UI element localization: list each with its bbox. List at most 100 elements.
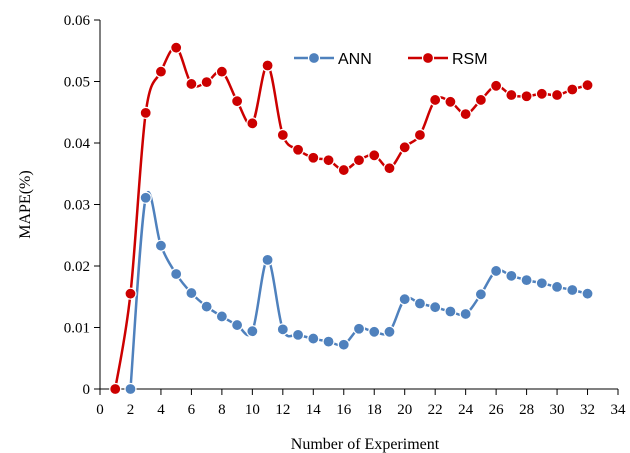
series-rsm-point bbox=[444, 95, 457, 108]
y-tick-label: 0.02 bbox=[64, 259, 90, 275]
x-tick-label: 26 bbox=[489, 402, 505, 418]
series-rsm-point bbox=[413, 128, 427, 142]
series-ann-point bbox=[490, 264, 503, 278]
legend-rsm-marker bbox=[421, 51, 435, 65]
axes: 00.010.020.030.040.050.060 2 4 6 8 10 12 14 16 18… bbox=[64, 13, 626, 418]
x-tick-label: 6 bbox=[188, 402, 196, 418]
series-rsm-point bbox=[429, 93, 442, 107]
series-ann-point bbox=[124, 382, 137, 396]
series-ann-point bbox=[154, 239, 168, 252]
series-rsm-point bbox=[398, 141, 411, 154]
series-ann-point bbox=[535, 277, 548, 290]
x-tick-label: 18 bbox=[367, 402, 382, 418]
series-ann-point bbox=[398, 293, 411, 306]
series-rsm-point bbox=[459, 107, 472, 121]
series-ann-point bbox=[352, 322, 366, 335]
legend-rsm-label: RSM bbox=[452, 51, 488, 68]
x-tick-label: 12 bbox=[275, 402, 290, 418]
series-ann bbox=[124, 191, 594, 396]
series-rsm-point bbox=[490, 79, 503, 92]
x-tick-label: 22 bbox=[428, 402, 443, 418]
series-ann-point bbox=[185, 286, 198, 300]
series-rsm-point bbox=[352, 154, 366, 167]
series-ann-point bbox=[429, 301, 442, 314]
legend: ANN RSM bbox=[294, 51, 488, 68]
series-rsm-point bbox=[246, 117, 259, 130]
series-rsm-point bbox=[322, 154, 335, 167]
series-ann-point bbox=[413, 297, 427, 310]
series-ann-point bbox=[566, 283, 579, 297]
x-tick-label: 16 bbox=[336, 402, 352, 418]
series-rsm-point bbox=[185, 77, 198, 91]
legend-ann-label: ANN bbox=[338, 51, 372, 68]
series-rsm-point bbox=[368, 149, 381, 162]
x-tick-label: 24 bbox=[458, 402, 474, 418]
series-ann-point bbox=[246, 325, 259, 338]
series-ann-line bbox=[129, 191, 588, 390]
series-rsm-point bbox=[200, 76, 213, 89]
x-tick-label: 4 bbox=[157, 402, 165, 418]
series-ann-point bbox=[291, 328, 305, 341]
x-tick-label: 34 bbox=[611, 402, 627, 418]
series-rsm-point bbox=[139, 106, 152, 119]
series-rsm-point bbox=[505, 88, 518, 102]
y-tick-label: 0.04 bbox=[64, 136, 91, 152]
series-rsm-point bbox=[170, 41, 183, 54]
y-tick-label: 0.03 bbox=[64, 198, 90, 214]
series-rsm-point bbox=[276, 128, 289, 142]
series-rsm-point bbox=[215, 65, 228, 78]
series-ann-point bbox=[383, 325, 396, 338]
series-rsm-point bbox=[291, 143, 305, 156]
series-ann-point bbox=[505, 269, 518, 282]
x-tick-label: 10 bbox=[245, 402, 260, 418]
series-ann-point bbox=[307, 332, 320, 345]
series-ann-point bbox=[459, 307, 472, 321]
x-tick-label: 8 bbox=[218, 402, 226, 418]
x-tick-label: 30 bbox=[550, 402, 565, 418]
series-rsm-point bbox=[124, 287, 137, 300]
series-rsm bbox=[109, 41, 594, 396]
series-rsm-point bbox=[109, 382, 122, 396]
x-tick-label: 0 bbox=[96, 402, 104, 418]
series-ann-point bbox=[276, 323, 289, 336]
series-rsm-point bbox=[337, 163, 350, 177]
series-rsm-point bbox=[474, 93, 487, 107]
series-ann-point bbox=[337, 338, 350, 351]
series-ann-point bbox=[520, 274, 533, 287]
x-tick-label: 28 bbox=[519, 402, 534, 418]
series-layer bbox=[109, 41, 594, 396]
x-tick-label: 2 bbox=[127, 402, 135, 418]
series-ann-point bbox=[550, 280, 564, 294]
series-ann-point bbox=[368, 325, 381, 338]
series-rsm-point bbox=[581, 79, 594, 92]
series-rsm-point bbox=[307, 151, 320, 164]
series-rsm-point bbox=[520, 90, 533, 103]
series-ann-point bbox=[231, 318, 244, 332]
y-tick-label: 0.01 bbox=[64, 321, 90, 337]
series-ann-point bbox=[322, 335, 335, 348]
y-tick-label: 0 bbox=[83, 382, 91, 398]
y-tick-label: 0.06 bbox=[64, 13, 91, 29]
series-ann-point bbox=[474, 288, 487, 301]
series-ann-point bbox=[139, 191, 152, 204]
y-tick-label: 0.05 bbox=[64, 75, 90, 91]
series-ann-point bbox=[170, 267, 183, 281]
y-axis-title: MAPE(%) bbox=[17, 170, 34, 238]
x-tick-label: 20 bbox=[397, 402, 412, 418]
x-tick-label: 32 bbox=[580, 402, 595, 418]
series-ann-point bbox=[261, 253, 274, 266]
series-ann-point bbox=[581, 287, 594, 300]
series-rsm-point bbox=[261, 59, 274, 72]
series-ann-point bbox=[444, 305, 457, 318]
series-ann-point bbox=[200, 300, 213, 313]
series-ann-point bbox=[215, 310, 228, 323]
series-rsm-point bbox=[566, 83, 579, 96]
series-rsm-point bbox=[550, 88, 564, 102]
x-tick-label: 14 bbox=[306, 402, 322, 418]
series-rsm-point bbox=[154, 65, 168, 78]
series-rsm-point bbox=[535, 87, 548, 100]
series-rsm-point bbox=[231, 95, 244, 108]
x-axis-title: Number of Experiment bbox=[291, 436, 440, 453]
series-rsm-point bbox=[383, 162, 396, 175]
